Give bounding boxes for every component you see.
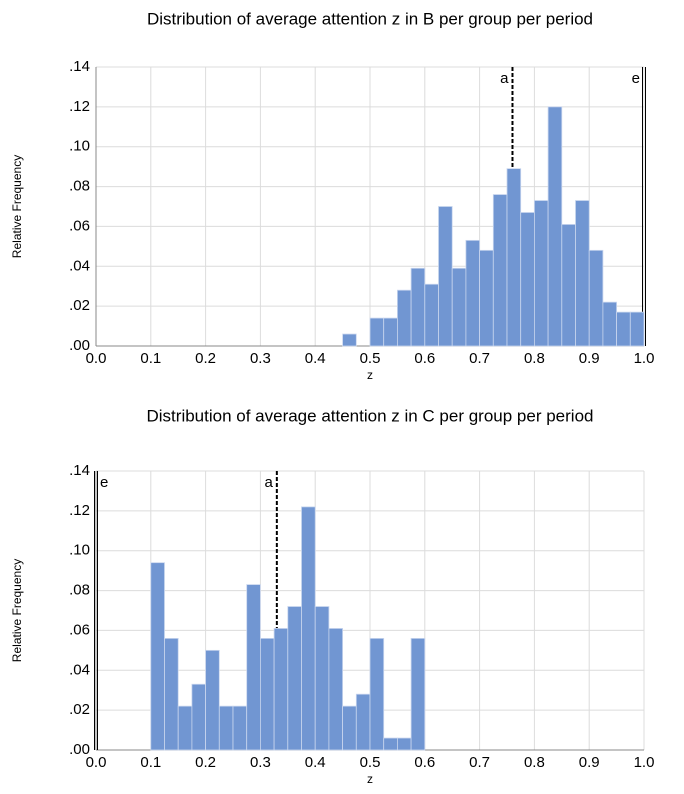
y-tick-label: .06 (69, 217, 90, 234)
bar (301, 506, 316, 751)
bar (492, 194, 508, 347)
x-tick-label: 0.8 (524, 754, 545, 771)
bar (218, 705, 234, 751)
x-tick-label: 0.0 (86, 754, 107, 771)
bar (164, 638, 179, 751)
bar (424, 283, 439, 347)
bar (588, 249, 604, 347)
bar (602, 301, 618, 347)
bar (396, 289, 412, 347)
bar (232, 705, 248, 751)
x-axis-title: z (367, 368, 373, 382)
bar (150, 562, 165, 751)
bar (616, 311, 631, 347)
y-tick-label: .10 (69, 542, 90, 559)
bar (342, 333, 357, 347)
bar (191, 683, 206, 751)
bar (287, 606, 302, 751)
annotation-label: e (100, 474, 108, 491)
y-tick-label: .10 (69, 138, 90, 155)
bar (355, 693, 371, 751)
bar (369, 638, 385, 751)
x-tick-label: 0.9 (579, 350, 600, 367)
x-tick-label: 0.6 (414, 754, 435, 771)
bar (534, 200, 549, 347)
bar (314, 606, 330, 751)
bar (342, 705, 357, 751)
x-tick-label: 0.8 (524, 350, 545, 367)
y-tick-label: .06 (69, 621, 90, 638)
y-tick-label: .08 (69, 582, 90, 599)
bar (561, 224, 576, 347)
x-tick-label: 0.2 (195, 754, 216, 771)
x-tick-label: 0.6 (414, 350, 435, 367)
bar (629, 311, 645, 347)
x-tick-label: 0.3 (250, 350, 271, 367)
x-tick-label: 0.3 (250, 754, 271, 771)
chart-title: Distribution of average attention z in C… (147, 406, 594, 425)
y-axis-title: Relative Frequency (10, 559, 24, 662)
x-tick-label: 1.0 (634, 350, 655, 367)
bar (410, 638, 426, 751)
bar (451, 267, 467, 347)
y-tick-label: .12 (69, 98, 90, 115)
bar (177, 705, 193, 751)
x-tick-label: 0.1 (140, 350, 161, 367)
annotation-label: a (264, 474, 273, 491)
annotation-label: a (500, 70, 509, 87)
bar (259, 638, 275, 751)
bar (273, 628, 289, 751)
bar (246, 584, 261, 751)
bar (575, 200, 590, 347)
bar (520, 212, 535, 347)
y-tick-label: .02 (69, 701, 90, 718)
x-tick-label: 1.0 (634, 754, 655, 771)
x-tick-label: 0.0 (86, 350, 107, 367)
bar (506, 168, 522, 347)
bar (396, 737, 412, 751)
x-tick-label: 0.1 (140, 754, 161, 771)
y-tick-label: .14 (69, 58, 90, 75)
x-tick-label: 0.4 (305, 754, 326, 771)
x-tick-label: 0.9 (579, 754, 600, 771)
y-tick-label: .08 (69, 178, 90, 195)
annotation-label: e (632, 70, 640, 87)
bar (410, 267, 426, 347)
x-tick-label: 0.5 (360, 350, 381, 367)
x-axis-title: z (367, 772, 373, 786)
y-tick-label: .04 (69, 257, 90, 274)
x-tick-label: 0.2 (195, 350, 216, 367)
x-tick-label: 0.5 (360, 754, 381, 771)
x-tick-label: 0.7 (469, 350, 490, 367)
bar (438, 206, 453, 347)
bar (383, 317, 398, 347)
y-tick-label: .00 (69, 337, 90, 354)
x-tick-label: 0.4 (305, 350, 326, 367)
y-axis-title: Relative Frequency (10, 155, 24, 258)
bar (465, 239, 480, 347)
chart-title: Distribution of average attention z in B… (147, 9, 593, 28)
y-tick-label: .14 (69, 462, 90, 479)
bar (479, 249, 494, 347)
bar (547, 106, 563, 347)
y-tick-label: .04 (69, 661, 90, 678)
x-tick-label: 0.7 (469, 754, 490, 771)
bar (383, 737, 398, 751)
bar (328, 628, 343, 751)
bar (369, 317, 385, 347)
y-tick-label: .00 (69, 741, 90, 758)
y-tick-label: .02 (69, 297, 90, 314)
y-tick-label: .12 (69, 502, 90, 519)
bar (205, 649, 220, 751)
